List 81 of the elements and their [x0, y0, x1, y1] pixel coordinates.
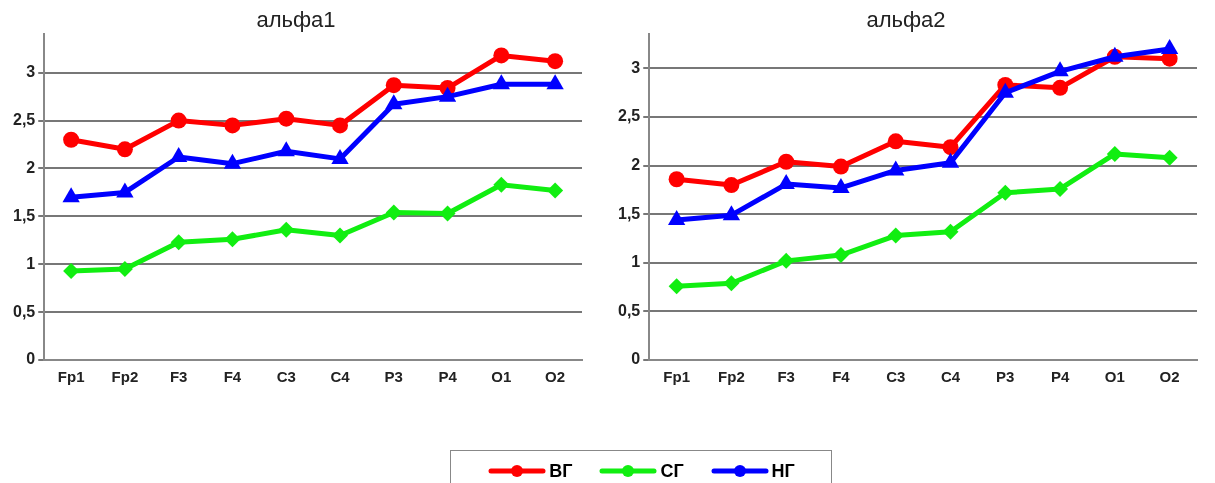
- point: [887, 133, 904, 150]
- point: [385, 204, 402, 221]
- y-tick-label: 3: [26, 63, 36, 81]
- x-tick-label: O1: [491, 368, 512, 386]
- point: [170, 234, 187, 251]
- point: [778, 252, 795, 269]
- y-tick-label: 2,5: [617, 107, 641, 125]
- point: [668, 171, 685, 188]
- point: [63, 131, 80, 148]
- point: [722, 205, 741, 221]
- legend-label: ВГ: [549, 460, 573, 482]
- x-tick-label: O1: [1104, 368, 1125, 386]
- y-tick-label: 0,5: [617, 301, 641, 319]
- y-tick-label: 0,5: [12, 302, 36, 320]
- x-tick-label: C4: [940, 368, 961, 386]
- chart-title: альфа1: [256, 7, 336, 33]
- y-tick-label: 3: [631, 58, 641, 76]
- point: [1106, 145, 1123, 162]
- x-tick-label: F4: [832, 368, 851, 386]
- x-tick-label: P3: [996, 368, 1015, 386]
- point: [777, 174, 795, 190]
- x-tick-label: Fp1: [663, 368, 690, 386]
- point: [170, 112, 187, 129]
- x-tick-label: Fp1: [57, 368, 85, 386]
- point: [832, 247, 849, 264]
- point: [332, 227, 349, 244]
- y-tick-label: 2: [631, 156, 641, 174]
- y-tick-label: 1: [26, 254, 36, 272]
- point: [224, 117, 241, 134]
- point: [493, 176, 510, 193]
- point: [778, 153, 795, 170]
- point: [385, 77, 402, 94]
- point: [116, 141, 133, 158]
- y-tick-label: 2,5: [12, 110, 36, 128]
- point: [1160, 38, 1179, 54]
- point: [668, 278, 685, 295]
- point: [1052, 180, 1069, 197]
- point: [1051, 61, 1069, 77]
- y-tick-label: 1: [631, 253, 641, 271]
- x-tick-label: Fp2: [718, 368, 745, 386]
- y-tick-label: 2: [26, 158, 36, 176]
- x-tick-label: O2: [545, 368, 566, 386]
- x-tick-label: C4: [330, 368, 351, 386]
- x-tick-label: P4: [438, 368, 458, 386]
- point: [547, 53, 564, 70]
- x-tick-label: C3: [276, 368, 296, 386]
- point: [667, 210, 686, 226]
- x-tick-label: O2: [1159, 368, 1180, 386]
- point: [278, 110, 295, 127]
- x-tick-label: F3: [169, 368, 188, 386]
- x-tick-label: F4: [223, 368, 242, 386]
- point: [723, 275, 740, 292]
- x-tick-label: P4: [1050, 368, 1070, 386]
- y-tick-label: 1,5: [12, 206, 36, 224]
- x-tick-label: C3: [886, 368, 906, 386]
- chart-title: альфа2: [866, 7, 946, 33]
- point: [832, 158, 849, 175]
- point: [942, 223, 959, 240]
- y-tick-label: 0: [631, 350, 641, 368]
- point: [1161, 149, 1178, 166]
- y-tick-label: 1,5: [617, 204, 641, 222]
- point: [547, 182, 564, 199]
- x-tick-label: P3: [384, 368, 403, 386]
- point: [941, 152, 960, 168]
- point: [996, 82, 1014, 98]
- point: [1052, 79, 1069, 96]
- point: [278, 221, 295, 238]
- y-tick-label: 0: [26, 350, 36, 368]
- point: [887, 160, 905, 176]
- point: [493, 47, 510, 64]
- point: [439, 205, 456, 222]
- point: [997, 184, 1014, 201]
- x-tick-label: F3: [777, 368, 795, 386]
- legend-label: НГ: [771, 460, 795, 482]
- point: [887, 227, 904, 244]
- x-tick-label: Fp2: [111, 368, 139, 386]
- point: [332, 117, 349, 134]
- point: [723, 177, 740, 194]
- point: [942, 139, 959, 156]
- point: [224, 231, 241, 248]
- legend-label: СГ: [660, 460, 684, 482]
